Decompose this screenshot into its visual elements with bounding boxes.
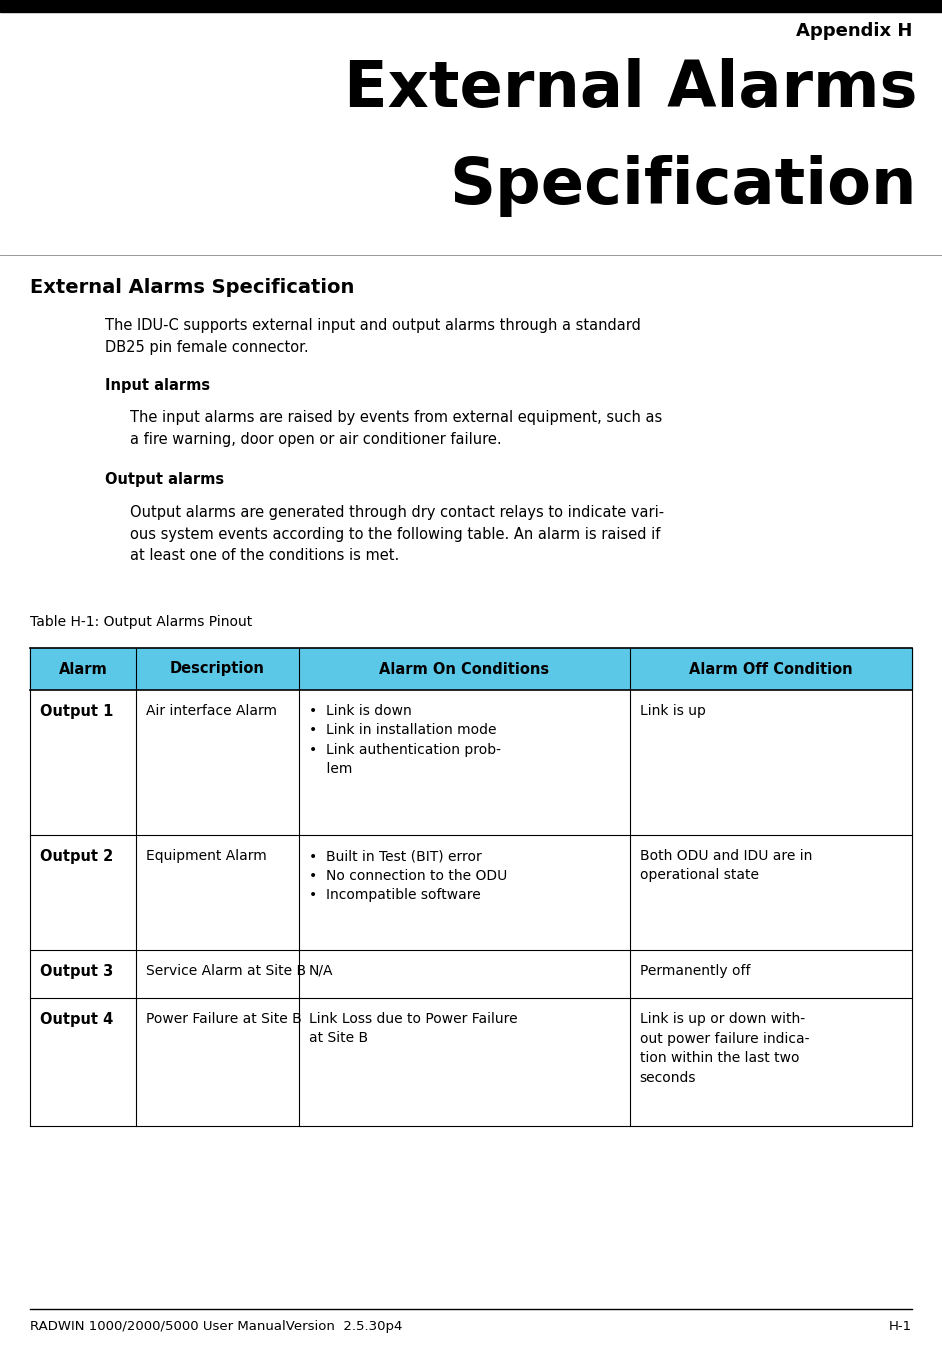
Bar <box>30 835 912 950</box>
Text: Service Alarm at Site B: Service Alarm at Site B <box>146 964 306 978</box>
Text: Air interface Alarm: Air interface Alarm <box>146 704 277 718</box>
Text: Output 2: Output 2 <box>40 849 113 863</box>
Text: Output 1: Output 1 <box>40 704 113 719</box>
Text: Output 4: Output 4 <box>40 1012 113 1026</box>
Text: H-1: H-1 <box>889 1320 912 1334</box>
Text: External Alarms: External Alarms <box>344 58 917 120</box>
Bar <box>30 648 912 690</box>
Text: Link is up or down with-
out power failure indica-
tion within the last two
seco: Link is up or down with- out power failu… <box>640 1012 809 1084</box>
Text: Alarm: Alarm <box>58 661 107 676</box>
Text: Alarm On Conditions: Alarm On Conditions <box>380 661 549 676</box>
Text: The input alarms are raised by events from external equipment, such as
a fire wa: The input alarms are raised by events fr… <box>130 409 662 447</box>
Bar <box>30 690 912 835</box>
Text: N/A: N/A <box>309 964 333 978</box>
Text: •  Built in Test (BIT) error
•  No connection to the ODU
•  Incompatible softwar: • Built in Test (BIT) error • No connect… <box>309 849 507 902</box>
Text: External Alarms Specification: External Alarms Specification <box>30 277 354 296</box>
Text: Output alarms are generated through dry contact relays to indicate vari-
ous sys: Output alarms are generated through dry … <box>130 505 664 563</box>
Text: Link Loss due to Power Failure
at Site B: Link Loss due to Power Failure at Site B <box>309 1012 518 1045</box>
Text: Appendix H: Appendix H <box>796 22 912 40</box>
Text: RADWIN 1000/2000/5000 User ManualVersion  2.5.30p4: RADWIN 1000/2000/5000 User ManualVersion… <box>30 1320 402 1334</box>
Text: Power Failure at Site B: Power Failure at Site B <box>146 1012 301 1026</box>
Text: Output 3: Output 3 <box>40 964 113 979</box>
Text: Output alarms: Output alarms <box>105 471 224 488</box>
Text: Input alarms: Input alarms <box>105 379 210 393</box>
Text: Permanently off: Permanently off <box>640 964 750 978</box>
Text: The IDU-C supports external input and output alarms through a standard
DB25 pin : The IDU-C supports external input and ou… <box>105 318 641 354</box>
Text: Equipment Alarm: Equipment Alarm <box>146 849 267 863</box>
Text: Both ODU and IDU are in
operational state: Both ODU and IDU are in operational stat… <box>640 849 812 882</box>
Text: Table H-1: Output Alarms Pinout: Table H-1: Output Alarms Pinout <box>30 616 252 629</box>
Bar <box>30 998 912 1126</box>
Text: Link is up: Link is up <box>640 704 706 718</box>
Text: Specification: Specification <box>449 155 917 217</box>
Bar <box>30 950 912 998</box>
Bar <box>0 0 942 12</box>
Text: Alarm Off Condition: Alarm Off Condition <box>689 661 853 676</box>
Text: Description: Description <box>170 661 265 676</box>
Text: •  Link is down
•  Link in installation mode
•  Link authentication prob-
    le: • Link is down • Link in installation mo… <box>309 704 501 776</box>
